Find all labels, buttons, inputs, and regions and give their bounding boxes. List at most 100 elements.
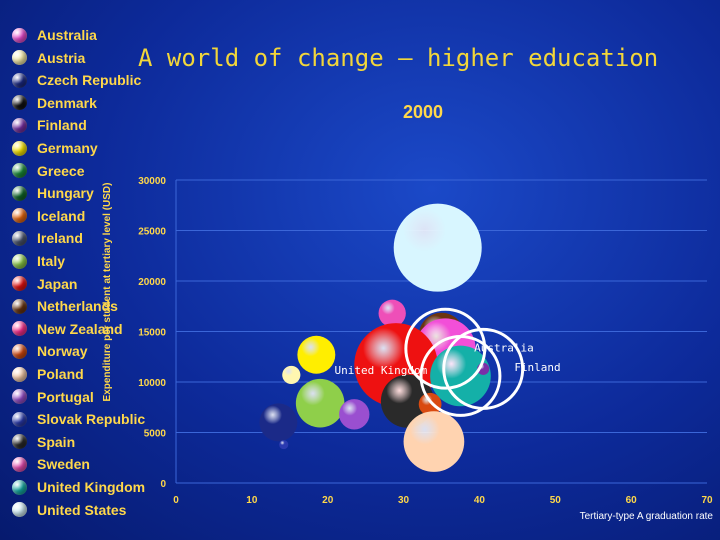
legend-label: Australia: [37, 27, 97, 43]
x-tick-label-10: 10: [246, 495, 258, 506]
legend-item-new-zealand: New Zealand: [10, 318, 123, 340]
legend-swatch: [12, 72, 27, 88]
legend-item-italy: Italy: [10, 250, 65, 272]
legend-swatch: [12, 456, 27, 472]
legend-swatch: [12, 343, 27, 359]
y-tick-label-30000: 30000: [138, 176, 166, 187]
y-axis-label: Expenditure per student at tertiary leve…: [102, 183, 113, 402]
annotation-united-kingdom: United Kingdom: [335, 364, 428, 377]
x-tick-label-30: 30: [398, 495, 410, 506]
legend-item-greece: Greece: [10, 160, 84, 182]
legend-item-portugal: Portugal: [10, 386, 94, 408]
legend-item-sweden: Sweden: [10, 453, 90, 475]
x-tick-label-0: 0: [173, 495, 179, 506]
legend-item-spain: Spain: [10, 431, 75, 453]
legend-label: Denmark: [37, 94, 97, 111]
legend-item-austria: Austria: [10, 47, 85, 69]
legend-swatch: [12, 434, 27, 450]
legend-swatch: [12, 95, 27, 111]
x-tick-label-40: 40: [474, 495, 486, 506]
legend-swatch: [12, 163, 27, 179]
legend-swatch: [12, 27, 27, 43]
bubble-austria: [282, 365, 301, 385]
legend-label: Norway: [37, 343, 88, 360]
legend-item-poland: Poland: [10, 363, 84, 385]
legend-item-slovak-republic: Slovak Republic: [10, 408, 145, 430]
chart-title: 2000: [403, 102, 443, 122]
y-tick-label-10000: 10000: [138, 378, 166, 389]
legend-swatch: [12, 50, 27, 66]
legend-swatch: [12, 502, 27, 518]
legend-label: Finland: [37, 117, 87, 134]
legend-label: New Zealand: [37, 320, 123, 337]
legend-item-australia: Australia: [10, 24, 97, 46]
legend-label: Hungary: [37, 185, 94, 202]
x-tick-label-70: 70: [701, 495, 713, 506]
legend-label: Japan: [37, 275, 78, 292]
highlight-ring-finland: [442, 327, 525, 410]
legend-label: Czech Republic: [37, 72, 142, 89]
legend-label: Germany: [37, 140, 98, 156]
legend-item-ireland: Ireland: [10, 227, 83, 249]
y-tick-label-0: 0: [160, 479, 166, 490]
legend-label: Ireland: [37, 230, 83, 247]
legend-label: Portugal: [37, 388, 94, 405]
legend-swatch: [12, 253, 27, 269]
x-tick-label-50: 50: [550, 495, 562, 506]
legend-item-japan: Japan: [10, 273, 77, 295]
legend-swatch: [12, 479, 27, 495]
legend-swatch: [12, 185, 27, 201]
legend-label: Italy: [37, 253, 66, 269]
legend-swatch: [12, 117, 27, 133]
bubble-germany: [297, 335, 336, 374]
legend-swatch: [12, 411, 27, 427]
y-tick-label-5000: 5000: [144, 429, 167, 440]
legend-label: Spain: [37, 433, 76, 450]
legend-item-czech-republic: Czech Republic: [10, 69, 141, 91]
bubble-sweden: [378, 299, 406, 327]
legend-item-united-kingdom: United Kingdom: [10, 476, 145, 498]
x-tick-label-20: 20: [322, 495, 334, 506]
highlight-ring-australia: [404, 307, 487, 390]
legend-label: Sweden: [37, 456, 90, 473]
bubble-united-states: [393, 203, 482, 292]
y-tick-label-15000: 15000: [138, 328, 166, 339]
legend-label: United States: [37, 501, 127, 518]
bubble-italy: [295, 378, 345, 428]
legend-item-netherlands: Netherlands: [10, 295, 118, 317]
legend-item-germany: Germany: [10, 137, 98, 159]
legend-item-finland: Finland: [10, 114, 87, 136]
y-tick-label-20000: 20000: [138, 277, 166, 288]
legend-swatch: [12, 321, 27, 337]
legend-label: Greece: [37, 162, 85, 179]
bubble-portugal: [339, 399, 370, 430]
legend-label: Austria: [37, 49, 86, 66]
legend-item-norway: Norway: [10, 340, 88, 362]
legend-label: Netherlands: [37, 298, 118, 315]
legend-label: Poland: [37, 366, 84, 382]
legend-swatch: [12, 389, 27, 405]
legend-label: United Kingdom: [37, 479, 146, 495]
legend-label: Slovak Republic: [37, 411, 146, 428]
legend-swatch: [12, 140, 27, 156]
bubble-slovak-republic: [279, 440, 289, 450]
x-tick-label-60: 60: [626, 495, 638, 506]
page-title: A world of change – higher education: [138, 44, 659, 72]
legend-item-denmark: Denmark: [10, 92, 97, 114]
legend-swatch: [12, 298, 27, 314]
legend-swatch: [12, 366, 27, 382]
legend-item-united-states: United States: [10, 499, 126, 521]
annotation-finland: Finland: [514, 361, 560, 374]
legend-item-hungary: Hungary: [10, 182, 94, 204]
bubble-poland: [403, 411, 465, 472]
legend-swatch: [12, 230, 27, 246]
legend-swatch: [12, 276, 27, 292]
legend-item-iceland: Iceland: [10, 205, 85, 227]
legend-label: Iceland: [37, 207, 86, 224]
legend-swatch: [12, 208, 27, 224]
bubble-norway: [418, 392, 442, 416]
bubble-czech-republic: [259, 403, 298, 442]
y-tick-label-25000: 25000: [138, 227, 166, 238]
x-axis-label: Tertiary-type A graduation rate: [580, 511, 714, 522]
